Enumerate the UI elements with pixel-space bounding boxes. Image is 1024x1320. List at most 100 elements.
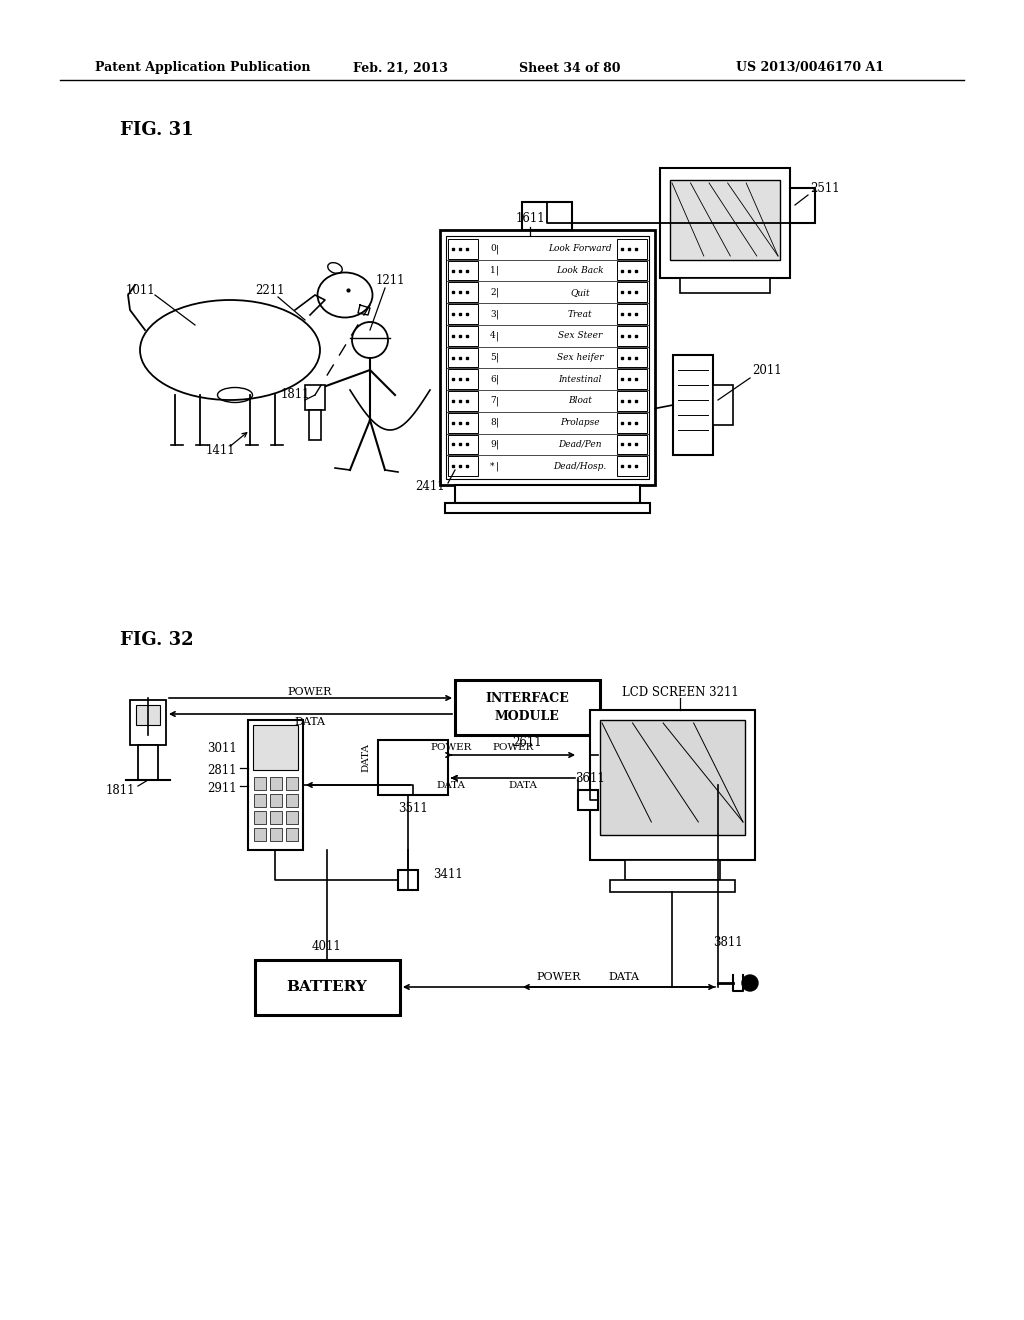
Text: Sex heifer: Sex heifer — [557, 352, 603, 362]
Bar — [440, 230, 655, 484]
Bar — [446, 236, 649, 479]
Bar — [449, 239, 478, 259]
Text: POWER: POWER — [288, 686, 332, 697]
Text: |: | — [496, 396, 499, 405]
Text: LCD SCREEN 3211: LCD SCREEN 3211 — [622, 685, 738, 698]
Bar — [713, 385, 733, 425]
Text: 2411: 2411 — [416, 480, 445, 494]
Text: MODULE: MODULE — [495, 710, 559, 722]
Bar — [670, 180, 780, 260]
Text: 2211: 2211 — [255, 284, 285, 297]
Text: 2811: 2811 — [208, 763, 237, 776]
Text: *: * — [490, 462, 495, 471]
Bar — [449, 434, 478, 454]
Text: POWER: POWER — [430, 743, 472, 752]
Bar — [449, 304, 478, 323]
Text: 3511: 3511 — [398, 803, 428, 816]
Text: 1411: 1411 — [205, 444, 234, 457]
Text: |: | — [496, 440, 499, 449]
Text: 1811: 1811 — [105, 784, 135, 796]
Bar — [378, 741, 449, 795]
Bar — [309, 411, 321, 440]
Bar — [617, 413, 647, 433]
Text: DATA: DATA — [361, 742, 371, 771]
Text: DATA: DATA — [295, 717, 326, 727]
Bar — [625, 861, 720, 880]
Bar — [255, 960, 400, 1015]
Text: |: | — [496, 288, 499, 297]
Bar — [270, 777, 282, 789]
Bar — [130, 700, 166, 744]
Bar — [522, 202, 572, 230]
Bar — [449, 326, 478, 346]
Text: Dead/Pen: Dead/Pen — [558, 440, 602, 449]
Text: BATTERY: BATTERY — [287, 979, 368, 994]
Text: 3811: 3811 — [713, 936, 742, 949]
Bar — [305, 385, 325, 411]
Text: 3011: 3011 — [207, 742, 237, 755]
Bar — [254, 810, 266, 824]
Bar — [449, 413, 478, 433]
Text: |: | — [496, 375, 499, 384]
Bar — [449, 261, 478, 280]
Bar — [449, 457, 478, 477]
Bar — [617, 370, 647, 389]
Text: Look Forward: Look Forward — [548, 244, 611, 253]
Bar — [398, 870, 418, 890]
Text: |: | — [496, 462, 499, 471]
Bar — [449, 391, 478, 411]
Text: FIG. 31: FIG. 31 — [120, 121, 194, 139]
Text: POWER: POWER — [493, 743, 534, 752]
Text: Treat: Treat — [567, 310, 592, 318]
Bar — [455, 680, 600, 735]
Bar — [253, 725, 298, 770]
Bar — [449, 282, 478, 302]
Bar — [138, 744, 158, 780]
Bar — [660, 168, 790, 279]
Bar — [286, 828, 298, 841]
Text: 6: 6 — [490, 375, 496, 384]
Text: 9: 9 — [490, 440, 496, 449]
Text: DATA: DATA — [608, 972, 640, 982]
Text: Dead/Hosp.: Dead/Hosp. — [553, 462, 606, 471]
Text: DATA: DATA — [436, 781, 466, 791]
Text: FIG. 32: FIG. 32 — [120, 631, 194, 649]
Text: |: | — [496, 265, 499, 276]
Text: Sheet 34 of 80: Sheet 34 of 80 — [519, 62, 621, 74]
Text: US 2013/0046170 A1: US 2013/0046170 A1 — [736, 62, 884, 74]
Bar — [617, 434, 647, 454]
Bar — [445, 503, 650, 513]
Text: 2511: 2511 — [810, 181, 840, 194]
Bar — [617, 347, 647, 367]
Text: 3: 3 — [490, 310, 496, 318]
Text: |: | — [496, 331, 499, 341]
Text: 2611: 2611 — [512, 735, 542, 748]
Text: Feb. 21, 2013: Feb. 21, 2013 — [352, 62, 447, 74]
Bar — [610, 880, 735, 892]
Text: 1211: 1211 — [375, 273, 404, 286]
Text: |: | — [496, 309, 499, 319]
Text: DATA: DATA — [509, 781, 538, 791]
Text: 1811: 1811 — [281, 388, 309, 401]
Text: 2011: 2011 — [752, 363, 781, 376]
Bar — [590, 710, 755, 861]
Text: 1011: 1011 — [125, 284, 155, 297]
Text: 2: 2 — [490, 288, 496, 297]
Bar — [617, 304, 647, 323]
Bar — [286, 777, 298, 789]
Bar — [680, 279, 770, 293]
Text: 4: 4 — [490, 331, 496, 341]
Text: 3611: 3611 — [575, 771, 605, 784]
Text: 1: 1 — [490, 267, 496, 275]
Bar — [617, 326, 647, 346]
Text: Patent Application Publication: Patent Application Publication — [95, 62, 310, 74]
Text: 4011: 4011 — [312, 940, 342, 953]
Bar — [455, 484, 640, 503]
Text: Look Back: Look Back — [556, 267, 604, 275]
Text: Sex Steer: Sex Steer — [558, 331, 602, 341]
Bar — [254, 828, 266, 841]
Bar — [270, 810, 282, 824]
Text: Intestinal: Intestinal — [558, 375, 602, 384]
Bar — [248, 719, 303, 850]
Text: 8: 8 — [490, 418, 496, 428]
